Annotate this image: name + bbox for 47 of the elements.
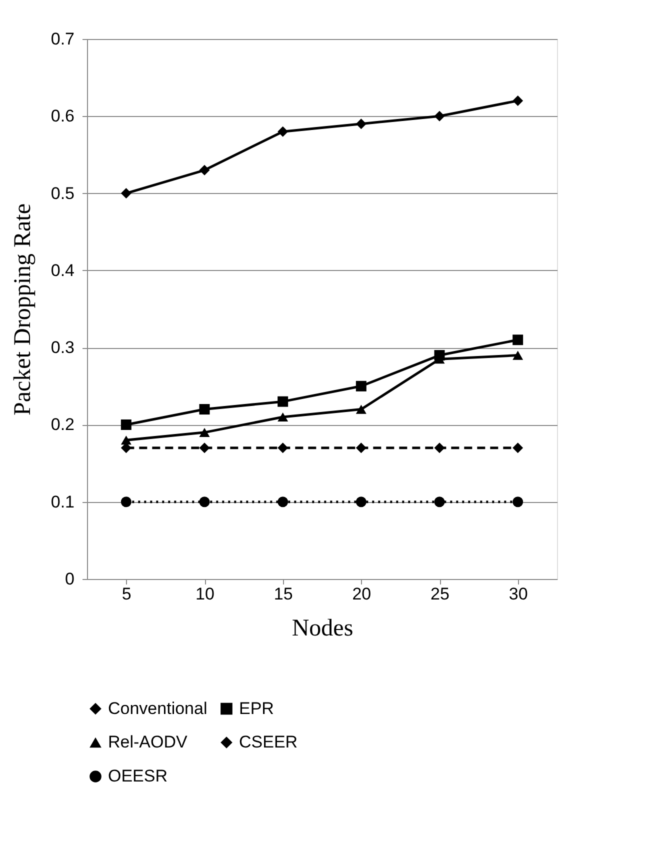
point — [199, 404, 210, 415]
point — [356, 118, 366, 130]
point — [199, 442, 210, 454]
point — [356, 404, 366, 414]
y-tick-label: 0.3 — [50, 338, 74, 358]
point — [278, 442, 288, 454]
x-tick-label: 30 — [508, 584, 528, 604]
point — [512, 334, 524, 346]
x-tick-label: 15 — [274, 584, 293, 604]
legend-label: CSEER — [239, 732, 298, 752]
point — [199, 428, 210, 437]
point — [278, 126, 288, 137]
point — [278, 412, 288, 422]
x-tick-label: 25 — [430, 584, 450, 604]
y-tick-label: 0.6 — [50, 106, 74, 126]
y-tick-label: 0.4 — [50, 260, 74, 280]
x-axis-title: Nodes — [292, 616, 354, 642]
point — [356, 496, 366, 508]
point — [199, 496, 210, 508]
point — [278, 396, 288, 407]
point — [120, 419, 132, 430]
y-tick-label: 0.7 — [50, 30, 74, 48]
point — [512, 496, 524, 508]
point — [120, 496, 132, 508]
point — [512, 350, 524, 360]
point — [356, 442, 366, 454]
point — [512, 95, 524, 106]
y-tick-label: 0.1 — [50, 492, 74, 512]
point — [434, 496, 445, 508]
point — [434, 110, 445, 122]
y-tick-label: 0.5 — [50, 184, 74, 203]
y-tick-label: 0.2 — [50, 415, 74, 434]
legend-label: Conventional — [108, 698, 208, 718]
x-tick-label: 10 — [196, 584, 214, 604]
point — [120, 188, 132, 199]
point — [356, 380, 366, 392]
point — [278, 496, 288, 508]
x-tick-label: 5 — [122, 584, 132, 604]
y-tick-label: 0 — [65, 570, 74, 588]
point — [512, 442, 524, 454]
legend-label: EPR — [239, 698, 274, 718]
point — [199, 164, 210, 176]
x-tick-label: 20 — [352, 584, 372, 604]
y-axis-title: Packet Dropping Rate — [10, 204, 36, 416]
point — [434, 442, 445, 454]
legend-label: Rel-AODV — [108, 732, 188, 752]
legend-label: OEESR — [108, 766, 168, 786]
